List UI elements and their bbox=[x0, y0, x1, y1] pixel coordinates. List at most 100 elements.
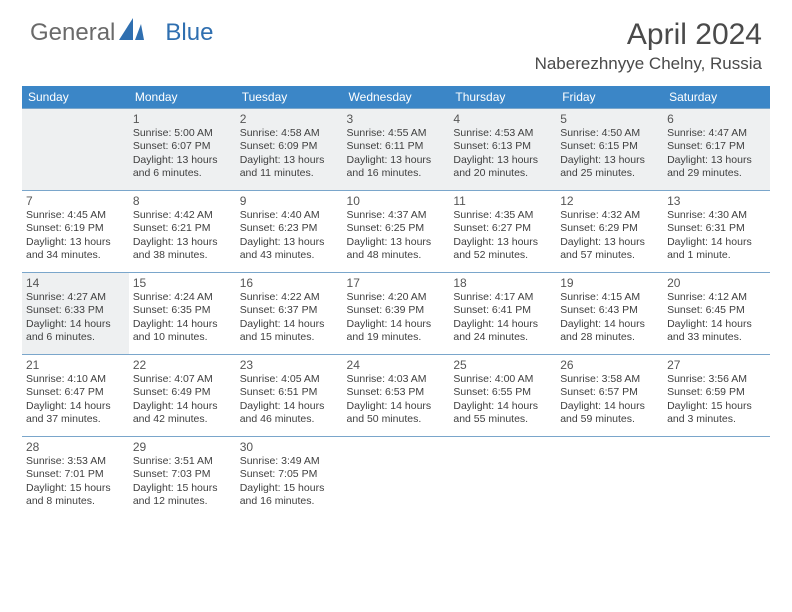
sunset-text: Sunset: 6:21 PM bbox=[133, 222, 232, 235]
day-cell: 5Sunrise: 4:50 AMSunset: 6:15 PMDaylight… bbox=[556, 109, 663, 191]
day-cell: 11Sunrise: 4:35 AMSunset: 6:27 PMDayligh… bbox=[449, 191, 556, 273]
day-info: Sunrise: 4:50 AMSunset: 6:15 PMDaylight:… bbox=[560, 127, 659, 181]
day-cell: 15Sunrise: 4:24 AMSunset: 6:35 PMDayligh… bbox=[129, 273, 236, 355]
sunset-text: Sunset: 6:45 PM bbox=[667, 304, 766, 317]
day-cell: 10Sunrise: 4:37 AMSunset: 6:25 PMDayligh… bbox=[343, 191, 450, 273]
sunset-text: Sunset: 6:27 PM bbox=[453, 222, 552, 235]
day-info: Sunrise: 3:53 AMSunset: 7:01 PMDaylight:… bbox=[26, 455, 125, 509]
sunset-text: Sunset: 7:05 PM bbox=[240, 468, 339, 481]
sunset-text: Sunset: 6:29 PM bbox=[560, 222, 659, 235]
page-title: April 2024 bbox=[535, 18, 762, 52]
sunset-text: Sunset: 6:49 PM bbox=[133, 386, 232, 399]
daylight-text: Daylight: 14 hours and 28 minutes. bbox=[560, 318, 659, 345]
dow-cell: Wednesday bbox=[343, 86, 450, 109]
day-info: Sunrise: 4:40 AMSunset: 6:23 PMDaylight:… bbox=[240, 209, 339, 263]
sunrise-text: Sunrise: 4:30 AM bbox=[667, 209, 766, 222]
sunrise-text: Sunrise: 4:58 AM bbox=[240, 127, 339, 140]
daylight-text: Daylight: 14 hours and 10 minutes. bbox=[133, 318, 232, 345]
day-number: 25 bbox=[453, 358, 552, 372]
dow-cell: Thursday bbox=[449, 86, 556, 109]
day-cell: 30Sunrise: 3:49 AMSunset: 7:05 PMDayligh… bbox=[236, 437, 343, 519]
sunrise-text: Sunrise: 4:50 AM bbox=[560, 127, 659, 140]
day-info: Sunrise: 4:37 AMSunset: 6:25 PMDaylight:… bbox=[347, 209, 446, 263]
logo: General Blue bbox=[30, 18, 213, 47]
sunrise-text: Sunrise: 4:12 AM bbox=[667, 291, 766, 304]
daylight-text: Daylight: 14 hours and 55 minutes. bbox=[453, 400, 552, 427]
daylight-text: Daylight: 14 hours and 37 minutes. bbox=[26, 400, 125, 427]
day-cell: 3Sunrise: 4:55 AMSunset: 6:11 PMDaylight… bbox=[343, 109, 450, 191]
day-number: 10 bbox=[347, 194, 446, 208]
daylight-text: Daylight: 13 hours and 6 minutes. bbox=[133, 154, 232, 181]
sunset-text: Sunset: 6:17 PM bbox=[667, 140, 766, 153]
daylight-text: Daylight: 13 hours and 43 minutes. bbox=[240, 236, 339, 263]
sunset-text: Sunset: 6:15 PM bbox=[560, 140, 659, 153]
day-number: 11 bbox=[453, 194, 552, 208]
sunset-text: Sunset: 6:47 PM bbox=[26, 386, 125, 399]
day-number: 27 bbox=[667, 358, 766, 372]
sunrise-text: Sunrise: 4:00 AM bbox=[453, 373, 552, 386]
logo-text-general: General bbox=[30, 19, 115, 47]
week-row: 1Sunrise: 5:00 AMSunset: 6:07 PMDaylight… bbox=[22, 109, 770, 191]
dow-cell: Sunday bbox=[22, 86, 129, 109]
sunrise-text: Sunrise: 4:03 AM bbox=[347, 373, 446, 386]
sunrise-text: Sunrise: 4:22 AM bbox=[240, 291, 339, 304]
sunset-text: Sunset: 6:57 PM bbox=[560, 386, 659, 399]
sunrise-text: Sunrise: 4:15 AM bbox=[560, 291, 659, 304]
sunset-text: Sunset: 6:13 PM bbox=[453, 140, 552, 153]
day-number: 16 bbox=[240, 276, 339, 290]
day-number: 23 bbox=[240, 358, 339, 372]
day-info: Sunrise: 3:51 AMSunset: 7:03 PMDaylight:… bbox=[133, 455, 232, 509]
day-number: 21 bbox=[26, 358, 125, 372]
sunrise-text: Sunrise: 4:32 AM bbox=[560, 209, 659, 222]
day-cell: 26Sunrise: 3:58 AMSunset: 6:57 PMDayligh… bbox=[556, 355, 663, 437]
sunrise-text: Sunrise: 4:07 AM bbox=[133, 373, 232, 386]
sunset-text: Sunset: 6:41 PM bbox=[453, 304, 552, 317]
sunset-text: Sunset: 7:03 PM bbox=[133, 468, 232, 481]
sunset-text: Sunset: 6:51 PM bbox=[240, 386, 339, 399]
dow-cell: Saturday bbox=[663, 86, 770, 109]
sunset-text: Sunset: 6:19 PM bbox=[26, 222, 125, 235]
sunrise-text: Sunrise: 4:42 AM bbox=[133, 209, 232, 222]
day-info: Sunrise: 4:24 AMSunset: 6:35 PMDaylight:… bbox=[133, 291, 232, 345]
sunset-text: Sunset: 6:55 PM bbox=[453, 386, 552, 399]
daylight-text: Daylight: 13 hours and 25 minutes. bbox=[560, 154, 659, 181]
dow-cell: Monday bbox=[129, 86, 236, 109]
sunrise-text: Sunrise: 4:05 AM bbox=[240, 373, 339, 386]
sunrise-text: Sunrise: 4:55 AM bbox=[347, 127, 446, 140]
day-info: Sunrise: 4:15 AMSunset: 6:43 PMDaylight:… bbox=[560, 291, 659, 345]
sunset-text: Sunset: 6:43 PM bbox=[560, 304, 659, 317]
sunset-text: Sunset: 6:39 PM bbox=[347, 304, 446, 317]
day-number: 12 bbox=[560, 194, 659, 208]
day-info: Sunrise: 4:07 AMSunset: 6:49 PMDaylight:… bbox=[133, 373, 232, 427]
day-cell: 23Sunrise: 4:05 AMSunset: 6:51 PMDayligh… bbox=[236, 355, 343, 437]
sunrise-text: Sunrise: 4:20 AM bbox=[347, 291, 446, 304]
day-number: 30 bbox=[240, 440, 339, 454]
daylight-text: Daylight: 14 hours and 6 minutes. bbox=[26, 318, 125, 345]
day-info: Sunrise: 4:00 AMSunset: 6:55 PMDaylight:… bbox=[453, 373, 552, 427]
day-info: Sunrise: 4:30 AMSunset: 6:31 PMDaylight:… bbox=[667, 209, 766, 263]
logo-text-blue: Blue bbox=[165, 19, 213, 47]
daylight-text: Daylight: 14 hours and 42 minutes. bbox=[133, 400, 232, 427]
day-cell: 16Sunrise: 4:22 AMSunset: 6:37 PMDayligh… bbox=[236, 273, 343, 355]
day-number: 19 bbox=[560, 276, 659, 290]
day-cell: 18Sunrise: 4:17 AMSunset: 6:41 PMDayligh… bbox=[449, 273, 556, 355]
daylight-text: Daylight: 13 hours and 34 minutes. bbox=[26, 236, 125, 263]
daylight-text: Daylight: 13 hours and 20 minutes. bbox=[453, 154, 552, 181]
day-cell: 19Sunrise: 4:15 AMSunset: 6:43 PMDayligh… bbox=[556, 273, 663, 355]
day-cell: 17Sunrise: 4:20 AMSunset: 6:39 PMDayligh… bbox=[343, 273, 450, 355]
sunrise-text: Sunrise: 4:40 AM bbox=[240, 209, 339, 222]
day-cell: 7Sunrise: 4:45 AMSunset: 6:19 PMDaylight… bbox=[22, 191, 129, 273]
day-number: 17 bbox=[347, 276, 446, 290]
day-cell: 9Sunrise: 4:40 AMSunset: 6:23 PMDaylight… bbox=[236, 191, 343, 273]
day-number: 26 bbox=[560, 358, 659, 372]
day-cell: 12Sunrise: 4:32 AMSunset: 6:29 PMDayligh… bbox=[556, 191, 663, 273]
day-number: 8 bbox=[133, 194, 232, 208]
day-number: 4 bbox=[453, 112, 552, 126]
dow-cell: Tuesday bbox=[236, 86, 343, 109]
sunrise-text: Sunrise: 4:10 AM bbox=[26, 373, 125, 386]
header: General Blue April 2024 Naberezhnyye Che… bbox=[0, 0, 792, 80]
sunset-text: Sunset: 6:23 PM bbox=[240, 222, 339, 235]
logo-sail-icon bbox=[119, 18, 145, 47]
day-info: Sunrise: 4:03 AMSunset: 6:53 PMDaylight:… bbox=[347, 373, 446, 427]
day-cell: 14Sunrise: 4:27 AMSunset: 6:33 PMDayligh… bbox=[22, 273, 129, 355]
